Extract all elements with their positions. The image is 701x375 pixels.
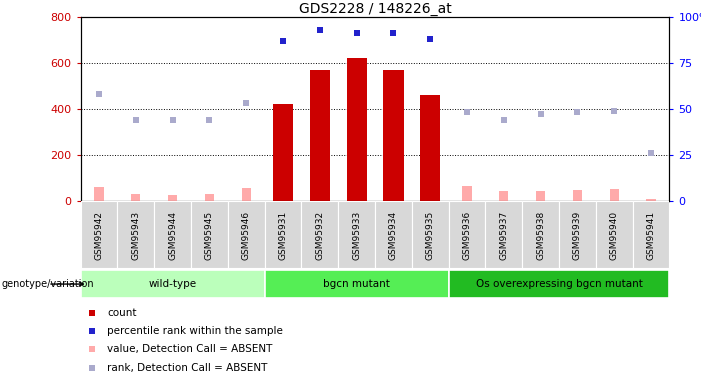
Bar — [610, 189, 619, 201]
Bar — [228, 201, 265, 268]
Text: percentile rank within the sample: percentile rank within the sample — [107, 326, 283, 336]
Text: rank, Detection Call = ABSENT: rank, Detection Call = ABSENT — [107, 363, 268, 373]
Text: GSM95944: GSM95944 — [168, 211, 177, 260]
Bar — [573, 190, 582, 201]
Text: bgcn mutant: bgcn mutant — [323, 279, 390, 289]
Text: GSM95942: GSM95942 — [95, 211, 104, 260]
Text: GSM95936: GSM95936 — [463, 211, 472, 260]
Bar — [596, 201, 632, 268]
Bar — [118, 201, 154, 268]
Bar — [273, 104, 293, 201]
Text: count: count — [107, 308, 137, 318]
Text: GSM95935: GSM95935 — [426, 211, 435, 260]
Bar — [375, 201, 412, 268]
Text: GSM95937: GSM95937 — [499, 211, 508, 260]
Bar — [131, 194, 140, 201]
Text: GSM95945: GSM95945 — [205, 211, 214, 260]
Bar — [154, 201, 191, 268]
Bar — [536, 191, 545, 201]
Bar — [632, 201, 669, 268]
Text: wild-type: wild-type — [149, 279, 197, 289]
Bar — [301, 201, 338, 268]
Bar — [449, 270, 669, 298]
Bar — [310, 70, 330, 201]
Bar — [449, 201, 485, 268]
Bar — [242, 188, 251, 201]
Text: GSM95940: GSM95940 — [610, 211, 619, 260]
Bar — [191, 201, 228, 268]
Bar — [499, 191, 508, 201]
Bar — [463, 186, 472, 201]
Text: value, Detection Call = ABSENT: value, Detection Call = ABSENT — [107, 344, 273, 354]
Bar — [168, 195, 177, 201]
Bar — [559, 201, 596, 268]
Title: GDS2228 / 148226_at: GDS2228 / 148226_at — [299, 2, 451, 16]
Text: genotype/variation: genotype/variation — [1, 279, 95, 289]
Bar — [205, 194, 214, 201]
Bar — [346, 58, 367, 201]
Text: GSM95946: GSM95946 — [242, 211, 251, 260]
Bar — [646, 200, 655, 201]
Bar — [81, 270, 265, 298]
Bar — [383, 70, 404, 201]
Text: Os overexpressing bgcn mutant: Os overexpressing bgcn mutant — [475, 279, 643, 289]
Text: GSM95941: GSM95941 — [646, 211, 655, 260]
Text: GSM95934: GSM95934 — [389, 211, 398, 260]
Bar — [420, 95, 440, 201]
Text: GSM95933: GSM95933 — [352, 211, 361, 260]
Bar — [412, 201, 449, 268]
Text: GSM95939: GSM95939 — [573, 211, 582, 260]
Bar — [265, 201, 301, 268]
Bar — [95, 187, 104, 201]
Bar — [485, 201, 522, 268]
Bar — [81, 201, 118, 268]
Text: GSM95938: GSM95938 — [536, 211, 545, 260]
Text: GSM95932: GSM95932 — [315, 211, 325, 260]
Bar — [338, 201, 375, 268]
Text: GSM95943: GSM95943 — [131, 211, 140, 260]
Bar — [522, 201, 559, 268]
Text: GSM95931: GSM95931 — [278, 211, 287, 260]
Bar — [265, 270, 449, 298]
